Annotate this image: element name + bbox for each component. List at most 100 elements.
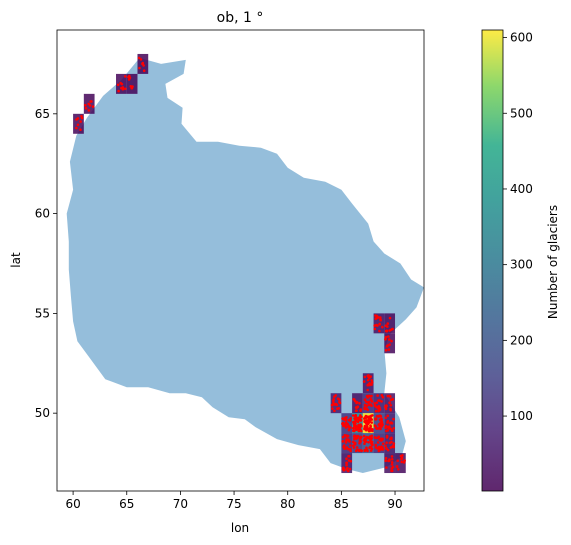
glacier-point xyxy=(119,81,122,85)
glacier-point xyxy=(385,404,388,408)
glacier-point xyxy=(385,345,389,348)
glacier-point xyxy=(390,469,393,473)
glacier-point xyxy=(373,402,376,405)
glacier-point xyxy=(87,102,90,106)
glacier-point xyxy=(353,435,357,438)
glacier-point xyxy=(347,428,351,432)
glacier-point xyxy=(370,447,374,451)
glacier-point xyxy=(354,406,358,409)
glacier-point xyxy=(374,409,378,413)
glacier-point xyxy=(369,428,373,432)
glacier-point xyxy=(354,449,358,453)
glacier-point xyxy=(365,400,368,404)
glacier-point xyxy=(79,128,82,131)
plot-frame xyxy=(56,29,425,492)
glacier-point xyxy=(370,421,374,424)
glacier-point xyxy=(376,441,380,444)
glacier-point xyxy=(342,468,346,472)
glacier-point xyxy=(386,448,390,452)
glacier-point xyxy=(354,415,358,418)
glacier-point xyxy=(374,436,378,440)
y-tick-label: 50 xyxy=(35,406,50,420)
glacier-point xyxy=(390,458,394,461)
glacier-point xyxy=(343,423,347,427)
glacier-point xyxy=(352,444,355,448)
glacier-point xyxy=(337,407,341,410)
glacier-point xyxy=(379,415,383,418)
glacier-point xyxy=(362,380,366,383)
glacier-point xyxy=(378,408,382,411)
glacier-point xyxy=(370,404,373,408)
glacier-point xyxy=(363,448,367,452)
x-tick-label: 70 xyxy=(173,497,188,511)
glacier-point xyxy=(376,394,379,397)
glacier-point xyxy=(362,439,366,442)
glacier-point xyxy=(342,445,345,449)
glacier-point xyxy=(367,419,371,423)
glacier-point xyxy=(359,414,362,417)
glacier-point xyxy=(392,444,395,448)
heatmap-cell xyxy=(352,433,363,454)
glacier-point xyxy=(377,414,381,418)
glacier-point xyxy=(354,418,358,422)
glacier-point xyxy=(341,440,345,443)
y-axis-label: lat xyxy=(9,252,23,268)
glacier-point xyxy=(75,126,78,130)
glacier-point xyxy=(375,446,379,450)
glacier-point xyxy=(367,374,370,377)
glacier-points xyxy=(75,56,406,473)
glacier-point xyxy=(142,69,146,72)
glacier-point xyxy=(332,401,335,405)
glacier-point xyxy=(91,105,95,108)
glacier-point xyxy=(349,417,353,420)
glacier-point xyxy=(387,459,390,463)
glacier-point xyxy=(360,429,363,433)
colorbar-ticks: 100 200 300 400 500 600 xyxy=(503,31,533,423)
glacier-point xyxy=(392,427,396,430)
glacier-point xyxy=(377,427,380,430)
glacier-point xyxy=(400,456,404,460)
glacier-point xyxy=(390,463,394,466)
glacier-point xyxy=(379,316,382,319)
glacier-point xyxy=(359,449,363,452)
glacier-point xyxy=(367,421,371,425)
glacier-point xyxy=(363,398,367,402)
glacier-point xyxy=(79,120,82,123)
glacier-point xyxy=(342,435,345,439)
glacier-point xyxy=(364,414,368,418)
glacier-point xyxy=(84,103,87,107)
glacier-point xyxy=(347,447,350,451)
glacier-point xyxy=(386,325,389,328)
glacier-point xyxy=(370,383,373,386)
glacier-point xyxy=(353,441,356,445)
glacier-point xyxy=(358,439,362,443)
glacier-point xyxy=(390,440,393,444)
glacier-point xyxy=(347,455,350,458)
glacier-point xyxy=(375,401,379,405)
glacier-point xyxy=(142,64,145,67)
glacier-point xyxy=(348,467,352,471)
glacier-point xyxy=(352,420,355,424)
glacier-point xyxy=(381,442,385,446)
glacier-point xyxy=(380,418,383,421)
glacier-point xyxy=(84,106,88,110)
glacier-point xyxy=(333,403,337,406)
x-axis: 60 65 70 75 80 85 90 xyxy=(65,491,403,511)
glacier-point xyxy=(378,448,382,452)
glacier-point xyxy=(358,437,362,441)
glacier-point xyxy=(380,394,384,397)
glacier-point xyxy=(366,378,370,382)
heatmap-cell xyxy=(126,73,138,94)
glacier-point xyxy=(370,379,374,382)
glacier-point xyxy=(374,314,377,317)
glacier-point xyxy=(390,339,393,343)
glacier-point xyxy=(346,434,350,438)
y-tick-label: 65 xyxy=(35,107,50,121)
glacier-point xyxy=(346,469,350,473)
glacier-point xyxy=(75,118,78,121)
glacier-point xyxy=(369,440,373,444)
glacier-point xyxy=(353,399,357,403)
glacier-point xyxy=(387,348,391,351)
glacier-point xyxy=(354,424,358,428)
